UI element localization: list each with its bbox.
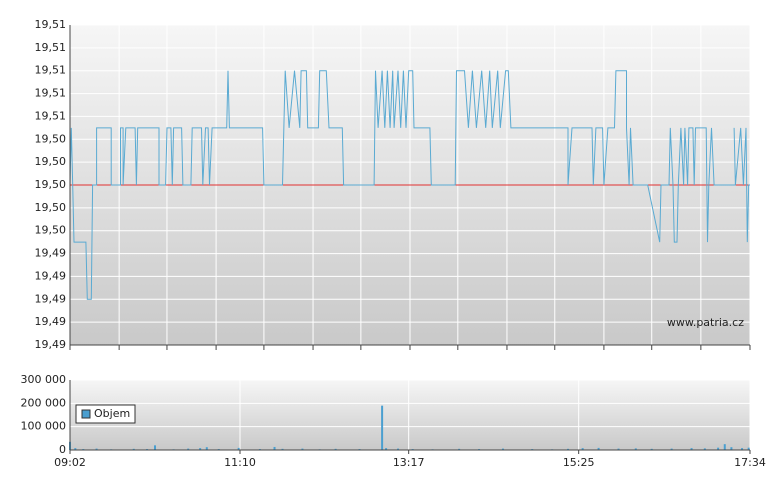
- volume-bar: [501, 448, 504, 450]
- volume-bar: [730, 447, 733, 450]
- y-tick-label: 19,51: [35, 87, 67, 100]
- y-tick-label: 19,49: [35, 338, 67, 351]
- price-line: [69, 70, 750, 300]
- y-tick-label: 19,49: [35, 269, 67, 282]
- y-tick-label: 100 000: [21, 420, 67, 433]
- volume-bar: [154, 445, 156, 450]
- legend-swatch: [81, 409, 91, 419]
- y-tick-label: 200 000: [21, 396, 67, 409]
- y-tick-label: 19,50: [35, 201, 67, 214]
- volume-bar: [397, 448, 400, 450]
- volume-bar: [747, 447, 750, 450]
- volume-bar: [581, 448, 584, 450]
- volume-bar: [723, 444, 726, 450]
- volume-bar: [273, 446, 276, 450]
- volume-bar: [205, 447, 208, 450]
- y-tick-label: 19,51: [35, 41, 67, 54]
- volume-bar: [567, 448, 570, 450]
- x-tick-label: 13:17: [393, 456, 425, 469]
- volume-bar: [74, 448, 77, 450]
- volume-bar: [690, 448, 693, 450]
- legend-label: Objem: [94, 407, 130, 420]
- y-tick-label: 19,49: [35, 292, 67, 305]
- volume-bar: [617, 448, 620, 450]
- y-tick-label: 19,50: [35, 178, 67, 191]
- volume-bar: [281, 448, 284, 450]
- y-tick-label: 19,51: [35, 18, 67, 31]
- volume-bar: [717, 447, 720, 450]
- y-tick-label: 19,49: [35, 315, 67, 328]
- x-tick-label: 17:34: [734, 456, 766, 469]
- volume-bar: [703, 448, 706, 450]
- volume-bar: [132, 448, 135, 450]
- volume-bar: [95, 448, 98, 450]
- y-tick-label: 19,50: [35, 155, 67, 168]
- volume-bar: [334, 448, 337, 450]
- y-tick-label: 19,51: [35, 64, 67, 77]
- y-tick-label: 19,50: [35, 132, 67, 145]
- volume-bar: [385, 448, 388, 450]
- legend-box: [75, 404, 136, 424]
- y-tick-label: 19,51: [35, 109, 67, 122]
- volume-bar: [597, 447, 600, 450]
- x-tick-label: 11:10: [224, 456, 256, 469]
- x-tick-label: 15:25: [563, 456, 595, 469]
- volume-bar: [650, 448, 653, 450]
- x-tick-label: 09:02: [54, 456, 86, 469]
- volume-bar: [199, 448, 202, 450]
- volume-bar: [634, 448, 637, 450]
- volume-bar: [187, 448, 190, 450]
- y-tick-label: 300 000: [21, 373, 67, 386]
- y-tick-label: 19,50: [35, 224, 67, 237]
- volume-bar: [670, 448, 673, 450]
- y-tick-label: 0: [59, 443, 66, 456]
- volume-bar: [381, 405, 384, 450]
- y-tick-label: 19,49: [35, 247, 67, 260]
- volume-bar: [301, 448, 304, 450]
- volume-plot-area: [70, 380, 750, 450]
- watermark: www.patria.cz: [667, 316, 744, 329]
- volume-bar: [458, 448, 461, 450]
- volume-bar: [237, 447, 240, 450]
- volume-bar: [741, 448, 744, 450]
